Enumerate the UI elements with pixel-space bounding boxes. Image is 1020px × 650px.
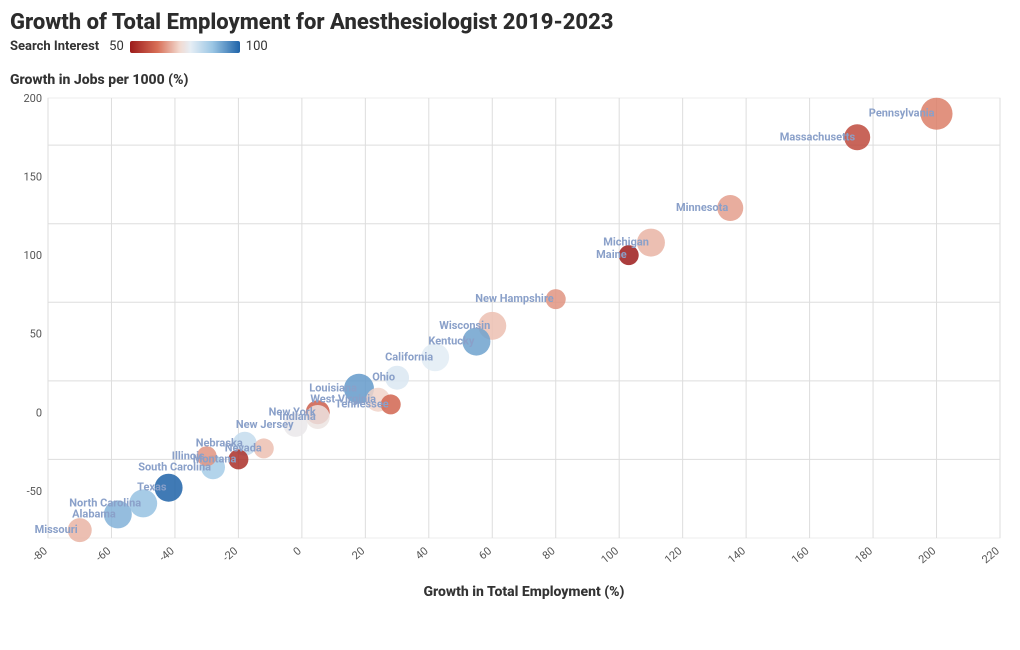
legend-label: Search Interest (10, 39, 99, 54)
bubble-nevada[interactable] (254, 438, 274, 458)
x-tick-label: 60 (476, 544, 494, 562)
bubble-massachusetts[interactable] (844, 124, 870, 150)
x-tick-label: -80 (30, 544, 50, 564)
x-tick-label: 220 (979, 544, 1002, 566)
x-tick-label: -40 (157, 544, 177, 564)
y-tick-label: 100 (23, 249, 42, 262)
legend: Search Interest 50 100 (10, 39, 1010, 54)
x-tick-label: -20 (220, 544, 240, 564)
bubble-indiana[interactable] (306, 405, 330, 429)
plot-area (48, 98, 1000, 538)
x-tick-label: 200 (916, 544, 939, 566)
x-axis-label: Growth in Total Employment (%) (424, 584, 625, 600)
x-tick-label: 120 (662, 544, 685, 566)
x-tick-label: 40 (413, 544, 431, 562)
bubble-maine[interactable] (619, 245, 639, 265)
x-tick-label: 180 (852, 544, 875, 566)
bubble-ohio[interactable] (385, 366, 409, 390)
x-tick-label: 80 (540, 544, 558, 562)
bubble-tennessee[interactable] (381, 394, 401, 414)
bubble-texas[interactable] (155, 474, 183, 502)
bubble-missouri[interactable] (68, 518, 92, 542)
bubble-new-hampshire[interactable] (546, 289, 566, 309)
bubble-california[interactable] (421, 343, 449, 371)
x-tick-label: 100 (599, 544, 622, 566)
bubble-michigan[interactable] (637, 229, 665, 257)
x-tick-label: 140 (725, 544, 748, 566)
x-tick-label: 0 (291, 544, 304, 558)
bubble-kentucky[interactable] (462, 328, 490, 356)
bubble-alabama[interactable] (104, 500, 132, 528)
y-tick-label: 150 (23, 171, 42, 184)
y-tick-label: 0 (36, 406, 42, 419)
bubble-new-jersey[interactable] (284, 413, 308, 437)
bubble-north-carolina[interactable] (129, 489, 157, 517)
scatter-chart: -50 0 50 100 150 200 -80 -60 -40 -20 0 20 40 60 80 100 1… (10, 90, 1010, 620)
bubble-montana[interactable] (228, 449, 248, 469)
x-tick-label: -60 (93, 544, 113, 564)
x-tick-label: 160 (789, 544, 812, 566)
y-tick-label: 200 (23, 92, 42, 105)
page-title: Growth of Total Employment for Anesthesi… (10, 10, 1010, 35)
y-tick-label: 50 (30, 328, 42, 341)
bubble-illinois[interactable] (197, 446, 217, 466)
chart-subtitle: Growth in Jobs per 1000 (%) (10, 72, 1010, 88)
bubble-pennsylvania[interactable] (921, 98, 953, 130)
legend-max: 100 (246, 39, 268, 54)
page-root: Growth of Total Employment for Anesthesi… (0, 0, 1020, 650)
chart-container: -50 0 50 100 150 200 -80 -60 -40 -20 0 20 40 60 80 100 1… (10, 90, 1010, 620)
legend-gradient-bar (130, 41, 240, 53)
y-tick-label: -50 (27, 485, 42, 498)
legend-min: 50 (109, 39, 124, 54)
bubble-minnesota[interactable] (717, 195, 743, 221)
x-tick-label: 20 (349, 544, 367, 562)
